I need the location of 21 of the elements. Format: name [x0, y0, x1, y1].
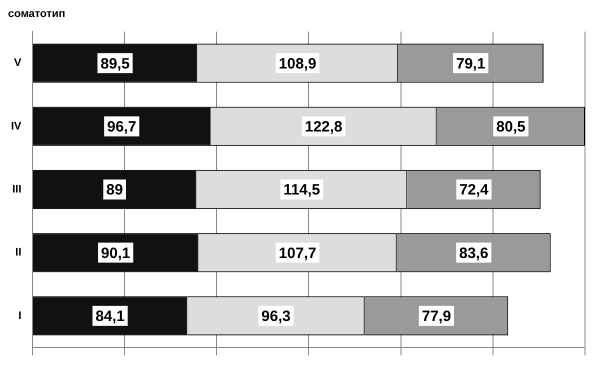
data-label: 80,5 — [496, 118, 526, 136]
data-label: 72,4 — [459, 182, 490, 199]
data-label: 89,5 — [100, 55, 130, 72]
y-tick-label: III — [12, 184, 22, 196]
data-label: 90,1 — [101, 244, 130, 262]
data-label: 96,3 — [261, 308, 291, 325]
data-label: 108,9 — [278, 55, 316, 72]
data-label: 89 — [106, 182, 123, 199]
data-label: 96,7 — [107, 118, 136, 136]
y-tick-label: II — [15, 246, 22, 259]
data-label: 79,1 — [456, 55, 486, 72]
y-axis-title: соматотип — [8, 8, 66, 22]
y-tick-label: I — [18, 310, 22, 322]
data-label: 77,9 — [422, 308, 452, 325]
y-tick-label: IV — [10, 120, 22, 132]
data-label: 122,8 — [304, 118, 342, 136]
data-label: 114,5 — [283, 182, 320, 199]
data-label: 83,6 — [459, 244, 488, 262]
y-tick-label: V — [14, 57, 22, 70]
data-label: 107,7 — [278, 244, 316, 262]
data-label: 84,1 — [96, 308, 125, 325]
